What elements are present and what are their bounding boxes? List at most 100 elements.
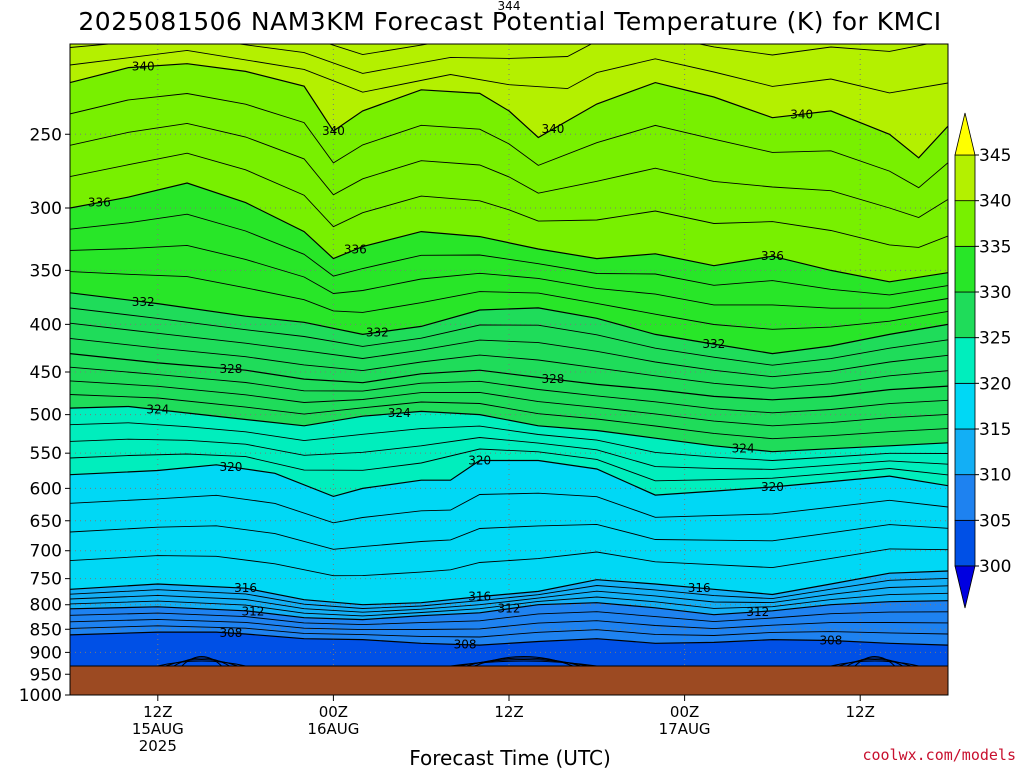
surface-contour: [846, 657, 903, 667]
contour-lines: [70, 44, 948, 667]
x-tick-label: 2025: [139, 737, 177, 755]
contour-line-minor: [70, 337, 948, 389]
grid-lines: [70, 44, 948, 695]
contour-line-308: [70, 631, 948, 646]
colorbar-box: [954, 337, 976, 384]
x-tick-label: 00Z: [319, 703, 348, 721]
surface-contour: [458, 659, 589, 667]
colorbar-box: [954, 291, 976, 339]
colorbar-box: [954, 245, 976, 293]
contour-label-328: 328: [220, 362, 243, 376]
contour-label-344: 344: [732, 0, 755, 2]
colorbar-label: 305: [979, 511, 1011, 531]
y-tick-label: 950: [30, 665, 62, 685]
ground-fill: [70, 666, 948, 695]
contour-label-332: 332: [702, 337, 725, 351]
contour-line-minor: [70, 380, 948, 427]
contour-label-308: 308: [454, 638, 477, 652]
x-tick-label: 00Z: [670, 703, 699, 721]
contour-label-324: 324: [146, 403, 169, 417]
contour-line-minor: [70, 492, 948, 524]
y-tick-label: 500: [30, 406, 62, 426]
contour-line-336: [70, 182, 948, 283]
surface-contour: [165, 659, 238, 667]
colorbar-box: [954, 154, 976, 202]
surface-contour: [854, 656, 896, 667]
contour-label-340: 340: [790, 107, 813, 121]
surface-contour: [474, 656, 573, 667]
colorbar-bottom-arrow: [954, 565, 976, 609]
contour-line-minor: [70, 577, 948, 609]
contour-label-336: 336: [344, 243, 367, 257]
contour-line-minor: [70, 307, 948, 366]
contour-label-316: 316: [688, 581, 711, 595]
contour-label-340: 340: [541, 122, 564, 136]
contour-line-minor: [70, 244, 948, 309]
colorbar-label: 335: [979, 237, 1011, 257]
contour-label-312: 312: [241, 605, 264, 619]
x-tick-label: 12Z: [494, 703, 523, 721]
surface-contour: [173, 657, 230, 667]
contour-label-320: 320: [761, 480, 784, 494]
contour-line-minor: [70, 93, 948, 189]
contour-line-316: [70, 570, 948, 606]
y-tick-label: 550: [30, 444, 62, 464]
y-tick-label: 750: [30, 570, 62, 590]
y-tick-label: 600: [30, 479, 62, 499]
contour-line-minor: [70, 448, 948, 482]
contour-label-320: 320: [468, 453, 491, 467]
contour-line-minor: [70, 122, 948, 218]
y-tick-label: 700: [30, 542, 62, 562]
colorbar-box: [954, 474, 976, 521]
contour-label-308: 308: [819, 634, 842, 648]
contour-line-minor: [70, 271, 948, 330]
y-tick-label: 350: [30, 261, 62, 281]
contour-line-320: [70, 459, 948, 498]
contour-label-344: 344: [498, 0, 521, 13]
contour-label-324: 324: [388, 406, 411, 420]
colorbar-top-arrow: [954, 112, 976, 156]
contour-label-308: 308: [220, 626, 243, 640]
contour-line-340: [70, 63, 948, 159]
credit-text: coolwx.com/models: [862, 746, 1016, 764]
y-tick-label: 450: [30, 363, 62, 383]
colorbar-label: 315: [979, 420, 1011, 440]
contour-line-324: [70, 405, 948, 453]
contour-label-336: 336: [88, 196, 111, 210]
colorbar-box: [954, 428, 976, 476]
colorbar-label: 345: [979, 146, 1011, 166]
ground: [70, 665, 948, 695]
surface-contour: [157, 660, 246, 667]
colorbar-box: [954, 382, 976, 430]
colorbar: 300 305 310 315 320 325 330 335 340 345: [954, 112, 1011, 609]
y-tick-label: 800: [30, 596, 62, 616]
contour-label-332: 332: [132, 295, 155, 309]
colorbar-label: 340: [979, 192, 1011, 212]
contour-label-340: 340: [132, 60, 155, 74]
contour-line-minor: [70, 366, 948, 414]
chart-title: 2025081506 NAM3KM Forecast Potential Tem…: [78, 7, 941, 36]
y-tick-label: 250: [30, 125, 62, 145]
contour-line-312: [70, 600, 948, 621]
y-tick-label: 400: [30, 315, 62, 335]
contour-label-328: 328: [541, 372, 564, 386]
surface-contour: [830, 660, 919, 667]
contour-label-332: 332: [366, 325, 389, 339]
contour-line-minor: [70, 592, 948, 617]
contour-label-336: 336: [761, 249, 784, 263]
x-axis-label: Forecast Time (UTC): [409, 746, 611, 768]
surface-contour: [181, 656, 222, 667]
contour-line-minor: [70, 422, 948, 461]
contour-label-312: 312: [498, 602, 521, 616]
surface-contour: [466, 657, 581, 667]
x-tick-label: 16AUG: [307, 720, 359, 738]
y-tick-label: 300: [30, 199, 62, 219]
contour-line-minor: [70, 213, 948, 296]
colorbar-box: [954, 200, 976, 247]
contour-line-332: [70, 292, 948, 355]
contour-line-minor: [70, 152, 948, 248]
contour-line-minor: [70, 523, 948, 550]
contour-line-minor: [70, 611, 948, 626]
